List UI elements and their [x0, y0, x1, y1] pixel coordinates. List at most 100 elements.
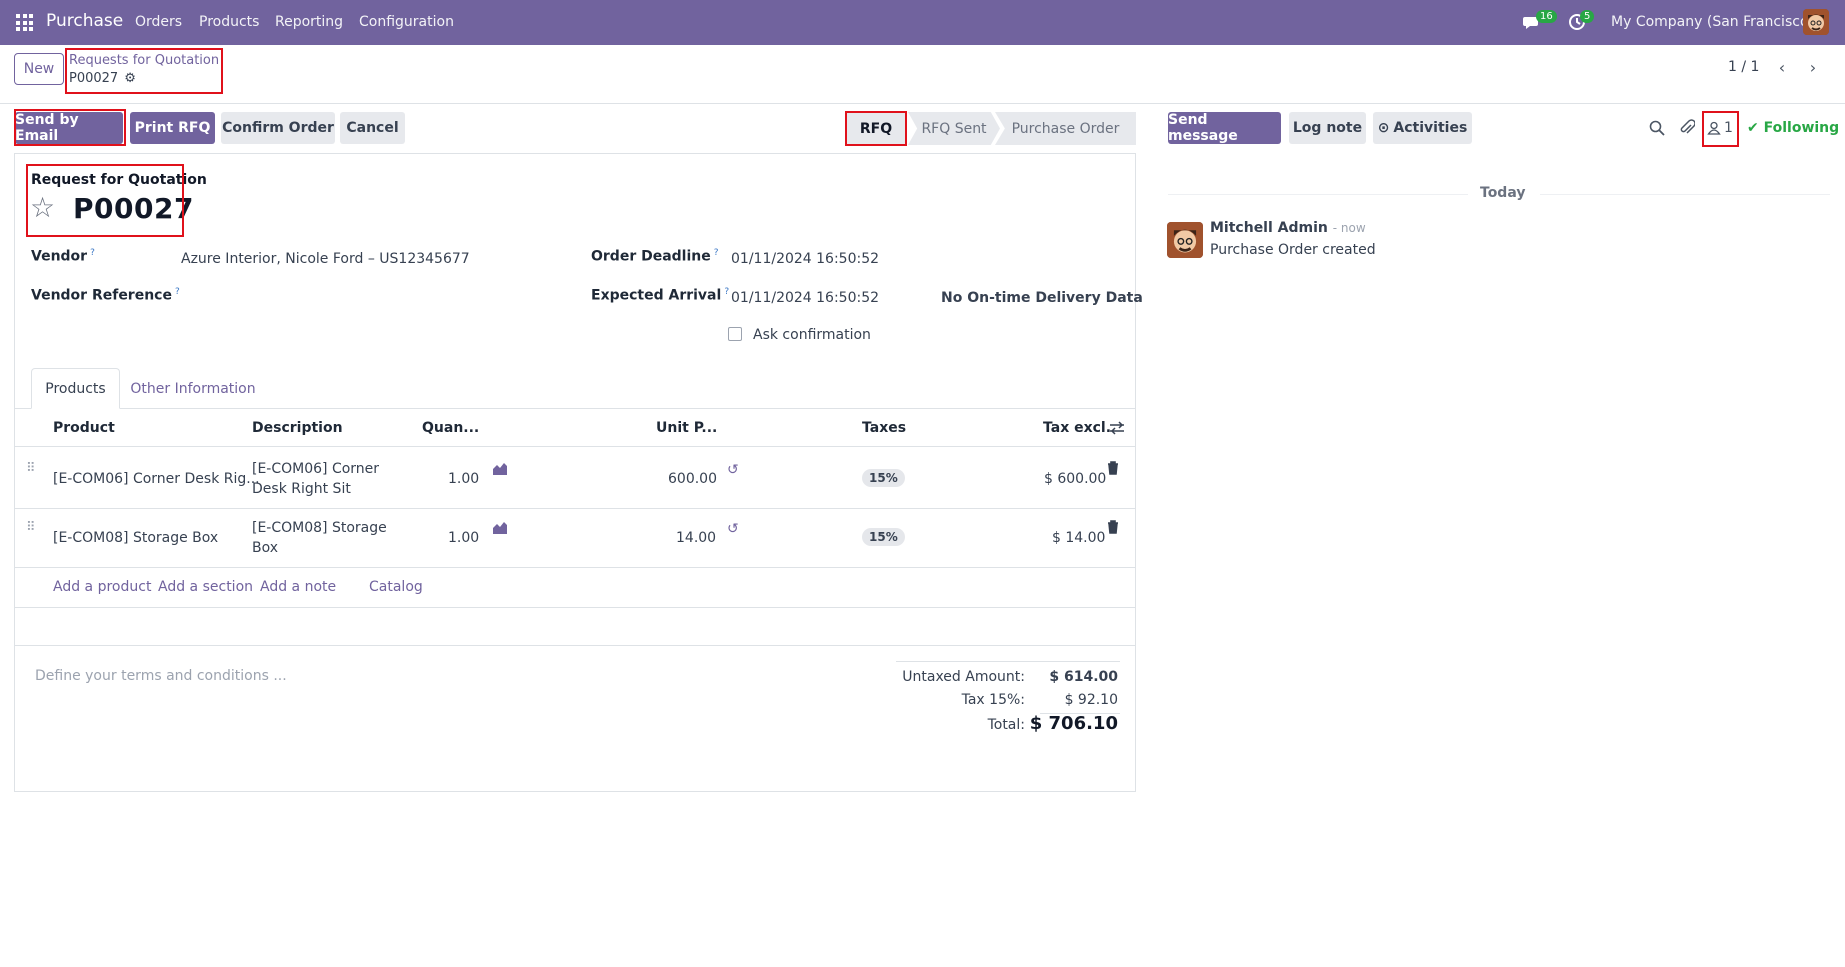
menu-orders[interactable]: Orders [135, 14, 183, 30]
order-deadline-label: Order Deadline? [591, 248, 719, 265]
stage-rfq[interactable]: RFQ [846, 112, 906, 145]
add-note-link[interactable]: Add a note [260, 579, 337, 595]
row2-description-line2[interactable]: Box [252, 540, 279, 556]
top-navbar: Purchase Orders Products Reporting Confi… [0, 0, 1845, 45]
star-icon[interactable]: ☆ [30, 191, 56, 224]
check-icon: ✔ [1747, 120, 1759, 136]
row1-subtotal: $ 600.00 [1044, 471, 1107, 487]
col-unit-price[interactable]: Unit P... [656, 420, 718, 436]
add-section-link[interactable]: Add a section [158, 579, 254, 595]
message-author-name[interactable]: Mitchell Admin [1210, 220, 1328, 236]
row2-subtotal: $ 14.00 [1052, 530, 1106, 546]
row2-product[interactable]: [E-COM08] Storage Box [53, 530, 219, 546]
message-time-value: now [1340, 221, 1366, 235]
help-icon[interactable]: ? [724, 287, 730, 297]
row2-description-line1[interactable]: [E-COM08] Storage [252, 520, 387, 536]
help-icon[interactable]: ? [90, 248, 95, 258]
highlight-send-email [14, 109, 126, 146]
chevron-left-icon[interactable]: ‹ [1778, 57, 1786, 77]
print-rfq-button[interactable]: Print RFQ [130, 112, 215, 144]
order-deadline-label-text: Order Deadline [591, 248, 711, 265]
user-avatar[interactable] [1803, 9, 1829, 35]
row2-quantity[interactable]: 1.00 [448, 530, 480, 546]
apps-menu-icon[interactable] [16, 14, 33, 31]
ask-confirmation-checkbox[interactable] [728, 327, 742, 341]
pager-value[interactable]: 1 / 1 [1728, 59, 1760, 75]
row-divider [14, 645, 1136, 646]
col-tax-excl[interactable]: Tax excl. [1043, 420, 1112, 436]
untaxed-amount-value: $ 614.00 [1049, 669, 1118, 685]
expected-arrival-label: Expected Arrival? [591, 287, 729, 304]
user-icon [1707, 121, 1721, 135]
row2-tax-badge[interactable]: 15% [862, 528, 905, 546]
row1-unit-price[interactable]: 600.00 [668, 471, 717, 487]
terms-input[interactable]: Define your terms and conditions ... [35, 668, 287, 684]
menu-products[interactable]: Products [199, 14, 260, 30]
row1-description-line2[interactable]: Desk Right Sit [252, 481, 351, 497]
company-switcher[interactable]: My Company (San Francisco) [1611, 14, 1814, 30]
row1-description-line1[interactable]: [E-COM06] Corner [252, 461, 380, 477]
menu-reporting[interactable]: Reporting [275, 14, 344, 30]
drag-handle-icon[interactable]: ⠿ [26, 461, 36, 476]
trash-icon[interactable] [1107, 461, 1119, 479]
activities-button[interactable]: ⊙ Activities [1373, 112, 1472, 144]
message-author-avatar[interactable] [1167, 222, 1203, 258]
total-label: Total: [987, 717, 1025, 733]
search-icon[interactable] [1649, 120, 1665, 140]
menu-configuration[interactable]: Configuration [359, 14, 454, 30]
highlight-stage-rfq [845, 111, 907, 146]
paperclip-icon[interactable] [1679, 119, 1696, 141]
activities-button-label: Activities [1393, 120, 1468, 136]
forecast-chart-icon[interactable] [492, 462, 508, 480]
chevron-right-icon[interactable]: › [1809, 57, 1817, 77]
totals-divider [896, 661, 1120, 662]
col-quantity[interactable]: Quan... [422, 420, 480, 436]
col-description[interactable]: Description [252, 420, 343, 436]
help-icon[interactable]: ? [713, 248, 719, 258]
messages-badge: 16 [1536, 10, 1557, 23]
notebook-tabs: Products Other Information [14, 368, 1136, 409]
send-message-button[interactable]: Send message [1168, 112, 1281, 144]
forecast-chart-icon[interactable] [492, 521, 508, 539]
row2-unit-price[interactable]: 14.00 [676, 530, 717, 546]
vendor-field[interactable]: Azure Interior, Nicole Ford – US12345677 [181, 251, 470, 267]
vendor-reference-label-text: Vendor Reference [31, 287, 172, 304]
total-value: $ 706.10 [1029, 713, 1118, 734]
breadcrumb-parent[interactable]: Requests for Quotation [69, 53, 220, 68]
row1-tax-badge[interactable]: 15% [862, 469, 905, 487]
drag-handle-icon[interactable]: ⠿ [26, 520, 36, 535]
tax-label: Tax 15%: [961, 692, 1025, 708]
confirm-order-button[interactable]: Confirm Order [221, 112, 335, 144]
column-settings-icon[interactable] [1109, 420, 1125, 440]
following-button[interactable]: ✔ Following [1747, 120, 1839, 136]
vendor-reference-field[interactable] [181, 287, 561, 307]
total-divider [1040, 713, 1120, 714]
history-icon[interactable]: ↺ [727, 462, 739, 478]
send-by-email-button[interactable]: Send by Email [15, 112, 123, 144]
add-product-link[interactable]: Add a product [53, 579, 152, 595]
log-note-button[interactable]: Log note [1289, 112, 1366, 144]
expected-arrival-field[interactable]: 01/11/2024 16:50:52 [731, 290, 880, 306]
gear-icon[interactable]: ⚙ [124, 71, 136, 86]
message-author[interactable]: Mitchell Admin - now [1210, 220, 1366, 236]
app-name[interactable]: Purchase [46, 11, 124, 31]
stage-rfq-sent[interactable]: RFQ Sent [908, 112, 1000, 145]
tab-products[interactable]: Products [31, 368, 120, 409]
help-icon[interactable]: ? [174, 287, 180, 297]
col-product[interactable]: Product [53, 420, 115, 436]
row-divider [14, 567, 1136, 568]
cancel-button[interactable]: Cancel [340, 112, 405, 144]
followers-button[interactable]: 1 [1707, 120, 1733, 136]
row1-quantity[interactable]: 1.00 [448, 471, 480, 487]
history-icon[interactable]: ↺ [727, 521, 739, 537]
order-deadline-field[interactable]: 01/11/2024 16:50:52 [731, 251, 880, 267]
col-taxes[interactable]: Taxes [862, 420, 907, 436]
catalog-link[interactable]: Catalog [369, 579, 423, 595]
trash-icon[interactable] [1107, 520, 1119, 538]
row1-product[interactable]: [E-COM06] Corner Desk Rig... [53, 471, 260, 487]
highlight-breadcrumb [65, 48, 223, 94]
new-button[interactable]: New [14, 53, 64, 85]
stage-purchase-order[interactable]: Purchase Order [995, 112, 1136, 145]
messages-icon[interactable] [1523, 13, 1541, 31]
tab-other-information[interactable]: Other Information [130, 380, 256, 397]
